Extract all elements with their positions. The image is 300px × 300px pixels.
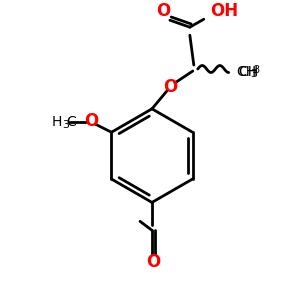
Text: 3: 3	[254, 65, 260, 75]
Text: CH: CH	[237, 65, 257, 79]
Text: O: O	[156, 2, 170, 20]
Text: 3: 3	[63, 120, 70, 130]
Text: H: H	[51, 115, 62, 129]
Text: OH: OH	[210, 2, 238, 20]
Text: O: O	[163, 78, 177, 96]
Text: 3: 3	[250, 69, 258, 79]
Text: O: O	[146, 253, 160, 271]
Text: CH: CH	[238, 65, 259, 79]
Text: O: O	[84, 112, 99, 130]
Text: C: C	[67, 115, 76, 129]
